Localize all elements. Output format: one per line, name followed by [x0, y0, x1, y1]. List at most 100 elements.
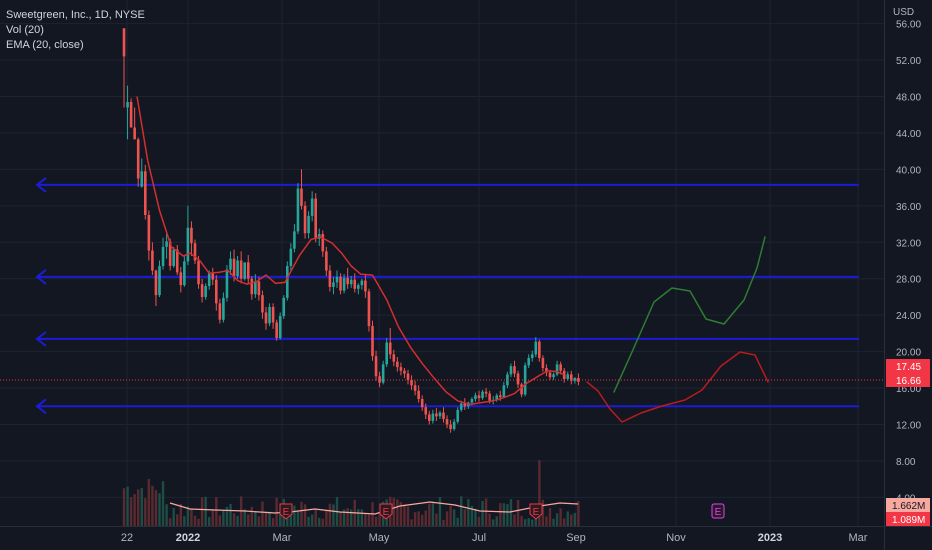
candle-body	[488, 393, 491, 401]
volume-bar	[279, 514, 282, 526]
candle-body	[570, 374, 573, 381]
volume-bar	[538, 460, 541, 526]
symbol-title[interactable]: Sweetgreen, Inc., 1D, NYSE	[6, 9, 145, 21]
candle-body	[431, 413, 435, 421]
candle-body	[548, 372, 552, 378]
candle-body	[268, 306, 271, 324]
volume-bar	[254, 512, 257, 526]
candle-body	[122, 28, 126, 57]
candle-body	[577, 378, 580, 382]
x-tick-label: Mar	[273, 532, 292, 544]
candle-body	[456, 409, 459, 422]
volume-bar	[513, 514, 516, 526]
volume-bar	[555, 513, 559, 526]
volume-bar	[261, 501, 264, 526]
volume-bar	[456, 517, 459, 526]
volume-bar	[204, 496, 207, 526]
earnings-icon	[379, 503, 393, 520]
volume-bar	[570, 514, 573, 526]
volume-bar	[577, 501, 580, 526]
volume-bar	[289, 514, 293, 526]
volume-bar	[531, 519, 534, 526]
volume-bar	[200, 497, 204, 526]
x-tick-label: 22	[121, 532, 133, 544]
candle-body	[151, 250, 154, 271]
volume-bar	[417, 511, 420, 526]
candle-body	[168, 241, 172, 266]
y-tick-label: 48.00	[896, 93, 921, 104]
volume-bar	[378, 513, 381, 526]
candle-body	[328, 270, 332, 287]
candle-body	[502, 385, 506, 398]
volume-bar	[520, 515, 523, 526]
volume-bar	[147, 478, 151, 526]
ema-line	[136, 96, 565, 406]
candle-body	[403, 370, 406, 374]
volume-indicator-label[interactable]: Vol (20)	[6, 24, 44, 36]
earnings-marker[interactable]: E	[711, 503, 725, 519]
volume-bar	[364, 513, 367, 526]
brush-drawing[interactable]	[613, 236, 766, 393]
candle-body	[360, 280, 364, 286]
candle-body	[463, 403, 467, 407]
candle-body	[357, 285, 360, 289]
candle-body	[367, 291, 371, 327]
volume-bar	[350, 509, 353, 526]
candle-body	[559, 364, 562, 371]
volume-bar	[250, 506, 253, 526]
candle-body	[140, 171, 144, 187]
candle-body	[374, 356, 378, 377]
candle-body	[392, 354, 396, 362]
ema-indicator-label[interactable]: EMA (20, close)	[6, 39, 84, 51]
candle-body	[396, 361, 399, 368]
candle-body	[424, 407, 428, 415]
volume-bar	[133, 494, 136, 526]
y-tick-label: 36.00	[896, 202, 921, 213]
chart-legend[interactable]: Sweetgreen, Inc., 1D, NYSE Vol (20) EMA …	[6, 8, 145, 53]
volume-bar	[413, 512, 417, 526]
candle-body	[133, 127, 136, 140]
volume-bar	[545, 516, 548, 526]
volume-bar	[122, 488, 126, 526]
volume-bar	[300, 501, 303, 526]
horizontal-levels[interactable]	[35, 177, 859, 415]
volume-bar	[527, 518, 530, 526]
earnings-icon	[529, 503, 543, 520]
y-tick-label: 40.00	[896, 165, 921, 176]
volume-bar	[325, 510, 328, 526]
volume-bar	[296, 510, 300, 526]
candle-body	[222, 297, 225, 320]
arrow-left-icon	[35, 331, 47, 347]
time-axis[interactable]: 22 2022 Mar May Jul Sep Nov 2023 Mar	[121, 532, 868, 544]
candle-body	[211, 273, 215, 280]
candle-body	[257, 281, 261, 296]
volume-bar	[310, 514, 314, 526]
volume-bar	[488, 513, 491, 526]
volume-bar	[193, 515, 197, 526]
earnings-marker[interactable]: E	[529, 503, 543, 520]
candle-body	[200, 284, 204, 297]
volume-bar	[328, 503, 332, 526]
brush-drawing[interactable]	[586, 351, 769, 423]
volume-bar	[467, 499, 470, 526]
projection-drawings[interactable]	[586, 236, 769, 423]
volume-bar	[474, 508, 477, 526]
candle-body	[165, 241, 168, 247]
volume-bar	[229, 503, 232, 526]
volume-bar	[126, 486, 129, 526]
earnings-marker[interactable]: E	[379, 503, 393, 520]
candle-body	[566, 374, 570, 379]
candle-body	[264, 312, 268, 324]
candle-body	[261, 295, 264, 313]
price-axis[interactable]: USD 4.008.0012.0016.0020.0024.0028.0032.…	[893, 7, 921, 504]
volume-bar	[424, 510, 427, 526]
volume-bar	[314, 509, 317, 526]
volume-bar	[431, 502, 435, 526]
candle-body	[371, 326, 374, 357]
volume-bar	[172, 508, 175, 526]
candle-body	[197, 260, 200, 285]
volume-bar	[144, 498, 147, 526]
earnings-marker[interactable]: E	[279, 503, 293, 520]
